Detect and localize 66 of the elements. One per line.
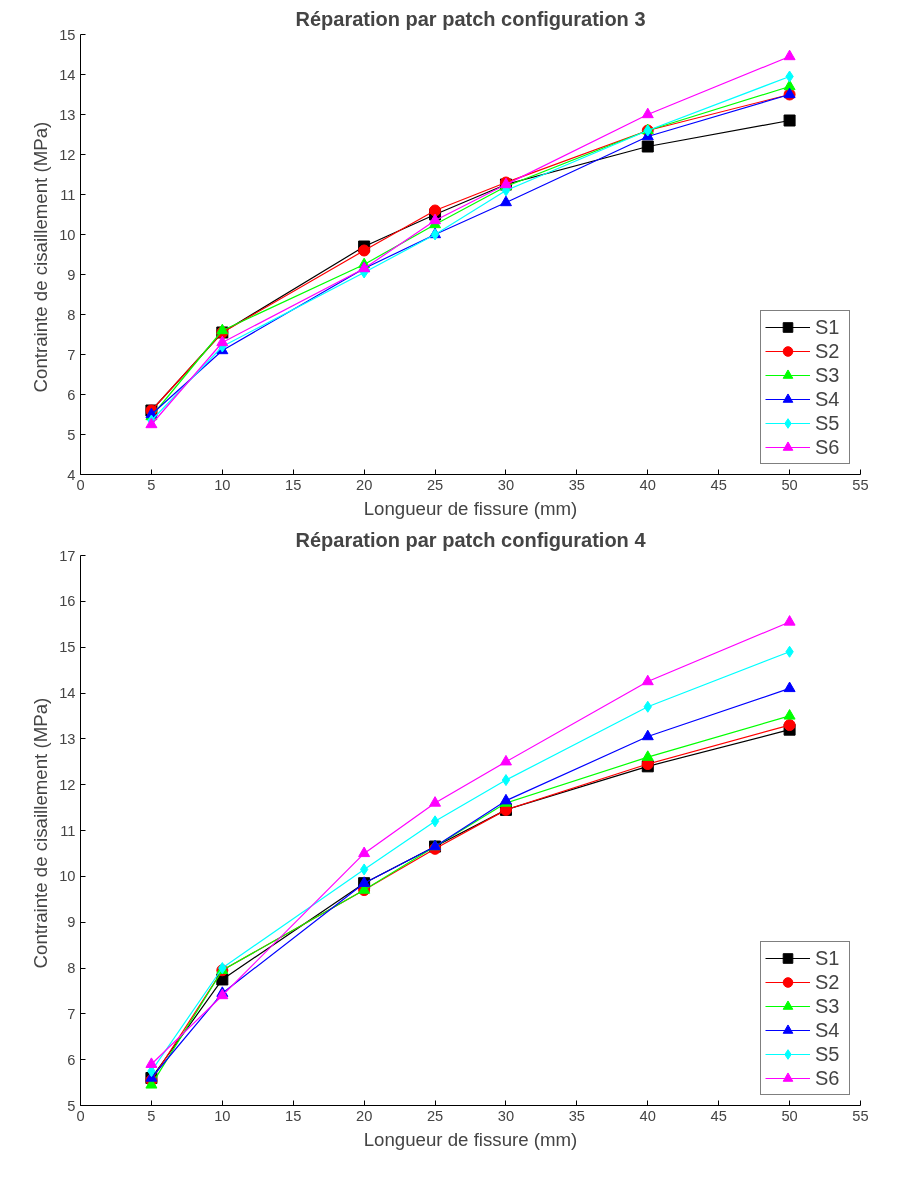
- x-tick-label: 45: [710, 1107, 727, 1124]
- x-tick-label: 10: [214, 476, 231, 493]
- y-tick-label: 8: [67, 960, 76, 976]
- y-tick-label: 12: [59, 776, 76, 793]
- x-tick-label: 30: [497, 476, 515, 493]
- legend-label: S3: [815, 994, 841, 1018]
- y-tick-label: 11: [60, 186, 76, 203]
- y-tick-label: 9: [67, 914, 76, 931]
- x-tick-label: 30: [497, 1107, 515, 1124]
- x-tick-label: 15: [285, 1107, 302, 1124]
- y-tick-label: 4: [67, 466, 76, 483]
- legend-label: S3: [815, 363, 841, 387]
- legend-label: S2: [815, 339, 841, 363]
- y-tick-label: 6: [67, 386, 76, 403]
- x-axis-title: Longueur de fissure (mm): [363, 497, 578, 519]
- x-tick-label: 35: [568, 1107, 586, 1124]
- x-axis-title: Longueur de fissure (mm): [363, 1128, 578, 1150]
- x-tick-label: 5: [147, 1107, 156, 1124]
- legend-label: S4: [815, 387, 841, 411]
- x-tick-label: 0: [76, 476, 85, 493]
- y-tick-label: 14: [59, 66, 76, 83]
- y-tick-label: 12: [59, 146, 76, 163]
- x-tick-label: 35: [568, 476, 586, 493]
- y-tick-label: 13: [59, 106, 76, 123]
- legend-label: S4: [815, 1018, 841, 1042]
- x-tick-label: 50: [781, 1107, 798, 1124]
- y-tick-label: 15: [59, 639, 76, 656]
- y-tick-label: 15: [59, 26, 76, 43]
- y-tick-label: 10: [59, 868, 76, 885]
- x-tick-label: 40: [639, 1107, 656, 1124]
- y-tick-label: 5: [67, 426, 76, 443]
- x-tick-label: 5: [147, 476, 156, 493]
- legend-label: S2: [815, 970, 841, 994]
- chart-title: Réparation par patch configuration 4: [295, 528, 647, 551]
- x-tick-label: 25: [426, 476, 444, 493]
- y-tick-label: 10: [59, 226, 76, 243]
- chart-title: Réparation par patch configuration 3: [295, 7, 646, 30]
- x-tick-label: 40: [639, 476, 656, 493]
- x-tick-label: 0: [76, 1107, 85, 1124]
- legend-label: S1: [815, 946, 841, 970]
- y-tick-label: 7: [67, 1005, 76, 1022]
- x-tick-label: 25: [426, 1107, 444, 1124]
- legend-label: S1: [815, 315, 841, 339]
- y-tick-label: 11: [60, 822, 76, 839]
- y-tick-label: 13: [59, 730, 76, 747]
- x-tick-label: 15: [285, 476, 302, 493]
- y-axis-title: Contrainte de cisaillement (MPa): [30, 121, 52, 393]
- y-tick-label: 8: [67, 306, 76, 323]
- y-tick-label: 16: [59, 593, 76, 610]
- x-tick-label: 55: [852, 1107, 869, 1124]
- y-tick-label: 9: [67, 266, 76, 283]
- x-tick-label: 10: [214, 1107, 231, 1124]
- legend-label: S6: [815, 435, 841, 459]
- x-tick-label: 45: [710, 476, 727, 493]
- x-tick-label: 55: [852, 476, 869, 493]
- x-tick-label: 50: [781, 476, 798, 493]
- legend-label: S6: [815, 1066, 841, 1090]
- legend-label: S5: [815, 1042, 841, 1066]
- y-tick-label: 14: [59, 685, 76, 701]
- legend-label: S5: [815, 411, 841, 435]
- y-tick-label: 17: [59, 547, 76, 564]
- y-tick-label: 6: [67, 1051, 76, 1068]
- x-tick-label: 20: [355, 476, 373, 493]
- x-tick-label: 20: [355, 1107, 373, 1124]
- y-tick-label: 7: [67, 346, 76, 363]
- y-axis-title: Contrainte de cisaillement (MPa): [30, 697, 52, 969]
